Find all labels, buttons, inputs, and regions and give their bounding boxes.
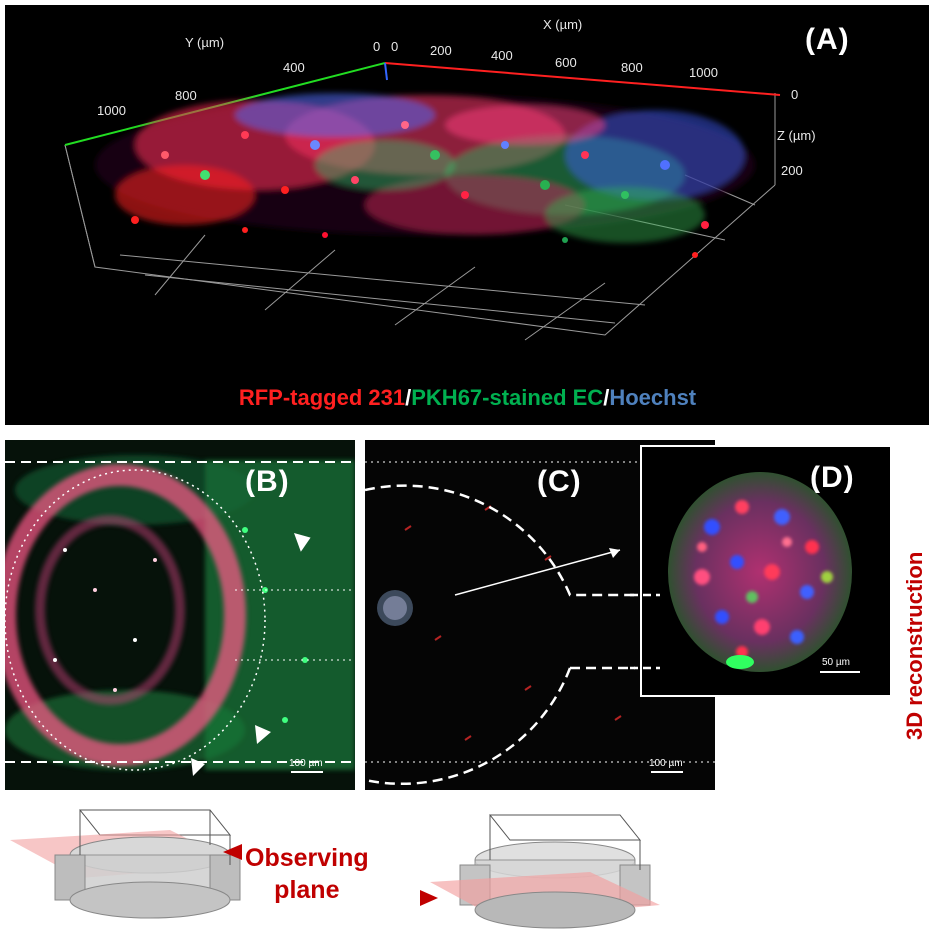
- device-schematics: [10, 809, 660, 929]
- panel-b-graphic: [5, 440, 355, 790]
- side-label-3d-reconstruction: 3D reconstruction: [902, 551, 927, 740]
- green-cell-bright: [726, 655, 754, 669]
- arrowhead-3: [191, 758, 205, 776]
- chamber-outline-c: [365, 484, 635, 786]
- legend-pkh67: PKH67-stained EC: [411, 385, 604, 410]
- x-tick-600: 600: [555, 55, 577, 70]
- panel-b-label: (B): [245, 465, 290, 498]
- legend-sep-1: /: [405, 385, 412, 410]
- z-axis-line: [384, 62, 388, 81]
- z-tick-200: 200: [781, 163, 803, 178]
- spheroid-nuclei: [694, 500, 833, 658]
- x-tick-200: 200: [430, 43, 452, 58]
- legend-hoechst: Hoechst: [609, 385, 697, 410]
- z-tick-0: 0: [791, 87, 799, 102]
- cell-speckles: [131, 121, 709, 258]
- arrowhead-1: [294, 532, 311, 552]
- arrowhead-2: [255, 725, 271, 744]
- c-d-connectors: [630, 593, 660, 670]
- y-tick-1000: 1000: [97, 103, 126, 118]
- pointer-left: [223, 844, 242, 860]
- legend-sep-2: /: [603, 385, 610, 410]
- legend-rfp: RFP-tagged 231: [238, 385, 406, 410]
- observing-label-line2: plane: [274, 876, 340, 904]
- panel-d-spheroid: (D) 50 µm: [640, 445, 892, 697]
- device-left: [10, 809, 241, 919]
- zoom-arrow-line: [454, 549, 621, 596]
- cell-cloud: [95, 93, 755, 243]
- channel-legend: RFP-tagged 231/PKH67-stained EC/Hoechst: [0, 385, 935, 411]
- panel-d-label: (D): [810, 461, 855, 494]
- y-tick-400: 400: [283, 60, 305, 75]
- x-axis-title: X (µm): [543, 17, 583, 32]
- chamber-outline: [5, 469, 266, 771]
- scale-bar-d-text: 50 µm: [822, 657, 850, 668]
- scale-bar-b-text: 100 µm: [289, 758, 323, 769]
- pink-ring: [5, 464, 246, 766]
- observing-label-line1: Observing: [245, 844, 369, 872]
- x-axis-line: [384, 62, 781, 96]
- panel-c-label: (C): [537, 465, 582, 498]
- x-tick-800: 800: [621, 60, 643, 75]
- panel-a-3d-render: Y (µm) 0 400 800 1000 X (µm) 0 200 400 6…: [5, 5, 929, 425]
- x-tick-0: 0: [391, 39, 399, 54]
- cell-dots: [53, 527, 308, 723]
- zoom-arrow-head: [609, 548, 620, 558]
- panel-a-label: (A): [805, 23, 850, 56]
- y-tick-800: 800: [175, 88, 197, 103]
- observing-plane-label: Observing plane: [245, 842, 369, 906]
- y-tick-0: 0: [373, 39, 381, 54]
- x-tick-1000: 1000: [689, 65, 718, 80]
- panel-d-graphic: [642, 447, 890, 695]
- y-axis-title: Y (µm): [185, 35, 225, 50]
- z-axis-title: Z (µm): [777, 128, 816, 143]
- scale-bar-c-text: 100 µm: [649, 758, 683, 769]
- pointer-right: [420, 890, 438, 906]
- device-right: [430, 814, 660, 929]
- x-tick-400: 400: [491, 48, 513, 63]
- panel-a-graphic: [64, 62, 781, 341]
- panel-b-micrograph: (B) 100 µm: [5, 440, 355, 790]
